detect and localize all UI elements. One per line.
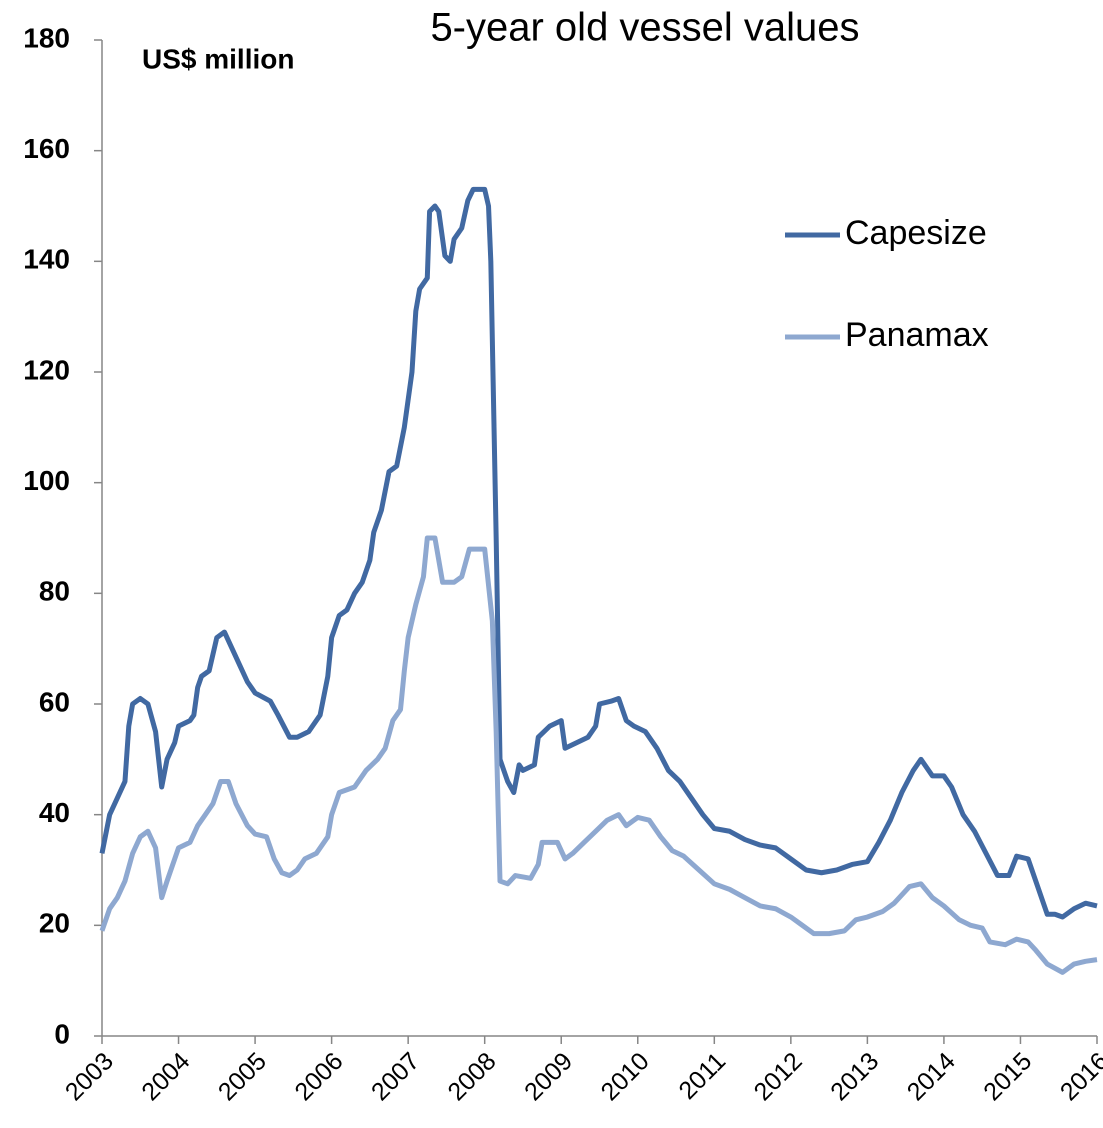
x-tick-label: 2009 xyxy=(519,1047,578,1106)
y-tick-label: 160 xyxy=(23,133,70,164)
x-tick-label: 2005 xyxy=(213,1047,272,1106)
legend-label: Panamax xyxy=(845,316,989,354)
series-line xyxy=(99,186,1098,920)
x-tick-label: 2006 xyxy=(289,1047,348,1106)
x-tick-label: 2010 xyxy=(596,1047,655,1106)
y-tick-label: 20 xyxy=(39,908,70,939)
x-tick-label: 2004 xyxy=(136,1047,195,1106)
y-tick-label: 180 xyxy=(23,22,70,53)
legend-label: Capesize xyxy=(845,214,987,252)
y-tick-label: 0 xyxy=(54,1018,70,1049)
y-tick-label: 60 xyxy=(39,686,70,717)
y-tick-label: 140 xyxy=(23,244,70,275)
y-tick-label: 40 xyxy=(39,797,70,828)
x-tick-label: 2016 xyxy=(1055,1047,1103,1106)
y-tick-label: 120 xyxy=(23,354,70,385)
x-tick-label: 2011 xyxy=(673,1047,731,1105)
y-tick-label: 80 xyxy=(39,576,70,607)
x-tick-label: 2014 xyxy=(902,1047,961,1106)
x-tick-label: 2008 xyxy=(442,1047,501,1106)
x-tick-label: 2015 xyxy=(978,1047,1037,1106)
series-line xyxy=(99,535,1098,975)
x-tick-label: 2003 xyxy=(60,1047,119,1106)
x-tick-label: 2013 xyxy=(825,1047,884,1106)
x-tick-label: 2007 xyxy=(366,1047,425,1106)
y-unit-label: US$ million xyxy=(142,43,294,74)
x-tick-label: 2012 xyxy=(749,1047,808,1106)
y-tick-label: 100 xyxy=(23,465,70,496)
chart-title: 5-year old vessel values xyxy=(430,6,859,50)
